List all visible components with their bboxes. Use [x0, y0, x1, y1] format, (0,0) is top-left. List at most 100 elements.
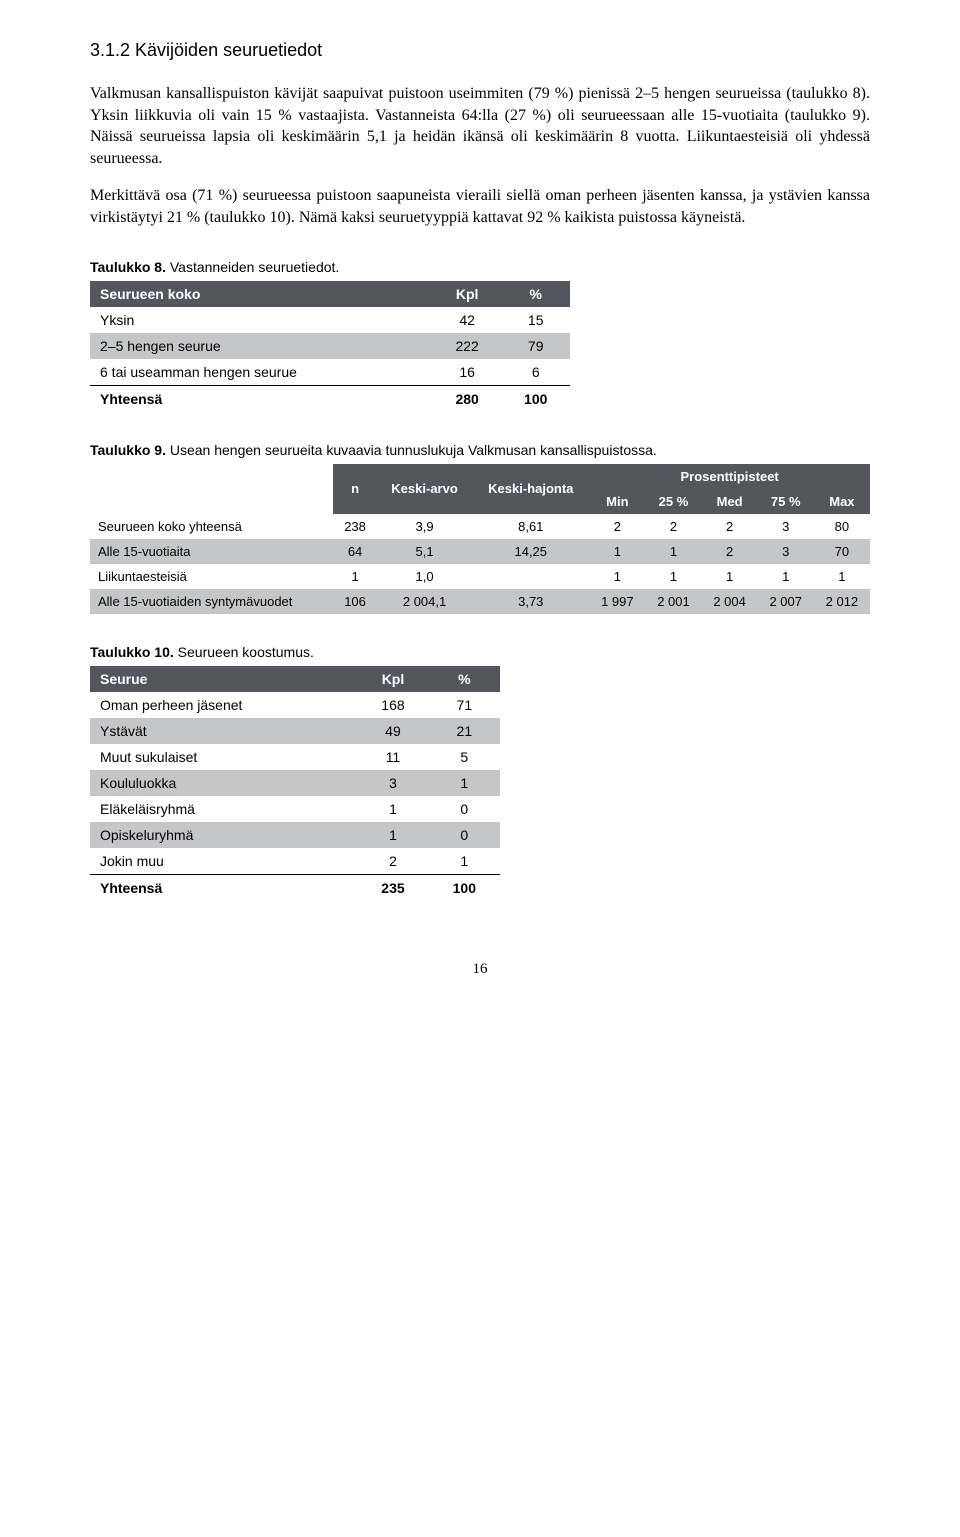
table-cell: 1	[645, 539, 701, 564]
table-row: Alle 15-vuotiaiden syntymävuodet1062 004…	[90, 589, 870, 614]
table-cell: 3,9	[377, 514, 472, 539]
table-cell: 2	[702, 514, 758, 539]
table9-header-prosentti: Prosenttipisteet	[589, 464, 870, 489]
table-cell: 3	[758, 514, 814, 539]
table-cell: 80	[814, 514, 870, 539]
table-cell: 2 001	[645, 589, 701, 614]
table-cell: 2	[702, 539, 758, 564]
table9-body: Seurueen koko yhteensä2383,98,61222380Al…	[90, 514, 870, 614]
table-cell: 2 004,1	[377, 589, 472, 614]
table-cell: 2	[645, 514, 701, 539]
table10-body: Oman perheen jäsenet16871Ystävät4921Muut…	[90, 692, 500, 901]
table9-caption: Taulukko 9. Usean hengen seurueita kuvaa…	[90, 442, 870, 458]
table-cell: Eläkeläisryhmä	[90, 796, 357, 822]
table8: Seurueen koko Kpl % Yksin42152–5 hengen …	[90, 281, 570, 412]
table9-caption-rest: Usean hengen seurueita kuvaavia tunnuslu…	[166, 442, 657, 458]
table-cell: 16	[433, 359, 502, 386]
table-cell: Jokin muu	[90, 848, 357, 875]
table-cell: 71	[429, 692, 500, 718]
table-cell: 1	[429, 848, 500, 875]
table-cell: 1,0	[377, 564, 472, 589]
table8-body: Yksin42152–5 hengen seurue222796 tai use…	[90, 307, 570, 412]
table-cell: 3	[357, 770, 428, 796]
table-cell: 1	[357, 796, 428, 822]
table-cell: Yhteensä	[90, 385, 433, 412]
table-cell: 1	[333, 564, 377, 589]
table-cell: 42	[433, 307, 502, 333]
table-cell: 5	[429, 744, 500, 770]
table9-sub-4: Max	[814, 489, 870, 514]
table-total-row: Yhteensä280100	[90, 385, 570, 412]
table-cell: 1	[589, 539, 645, 564]
table-cell: 1	[429, 770, 500, 796]
table8-caption-rest: Vastanneiden seuruetiedot.	[166, 259, 339, 275]
table-row: Yksin4215	[90, 307, 570, 333]
paragraph-1: Valkmusan kansallispuiston kävijät saapu…	[90, 83, 870, 169]
table-cell: 3	[758, 539, 814, 564]
table-cell: Yhteensä	[90, 874, 357, 901]
table-cell: 2 004	[702, 589, 758, 614]
table-cell: Muut sukulaiset	[90, 744, 357, 770]
table-row: Alle 15-vuotiaita645,114,25112370	[90, 539, 870, 564]
table-row: Opiskeluryhmä10	[90, 822, 500, 848]
table-cell: 1	[702, 564, 758, 589]
table-row: Muut sukulaiset115	[90, 744, 500, 770]
table-cell: 106	[333, 589, 377, 614]
table-cell: 1	[589, 564, 645, 589]
table-cell: 222	[433, 333, 502, 359]
table9-header-keskihajonta: Keski-hajonta	[472, 464, 589, 514]
table-row: Liikuntaesteisiä11,011111	[90, 564, 870, 589]
table-cell: 100	[429, 874, 500, 901]
table-cell: 11	[357, 744, 428, 770]
table-cell: 8,61	[472, 514, 589, 539]
paragraph-2: Merkittävä osa (71 %) seurueessa puistoo…	[90, 185, 870, 228]
table10-header-1: Kpl	[357, 666, 428, 692]
table10-header-0: Seurue	[90, 666, 357, 692]
page-number: 16	[90, 961, 870, 978]
table-cell: 0	[429, 822, 500, 848]
table8-header-2: %	[501, 281, 570, 307]
table8-header-0: Seurueen koko	[90, 281, 433, 307]
table-cell: 14,25	[472, 539, 589, 564]
table-cell: 1	[645, 564, 701, 589]
table-cell: Seurueen koko yhteensä	[90, 514, 333, 539]
table-cell: 2 012	[814, 589, 870, 614]
table-cell: Alle 15-vuotiaiden syntymävuodet	[90, 589, 333, 614]
table-cell: Koululuokka	[90, 770, 357, 796]
table-cell: 1	[758, 564, 814, 589]
table-cell: 100	[501, 385, 570, 412]
table-cell: 6 tai useamman hengen seurue	[90, 359, 433, 386]
table8-header-1: Kpl	[433, 281, 502, 307]
table-cell: Oman perheen jäsenet	[90, 692, 357, 718]
table-row: Jokin muu21	[90, 848, 500, 875]
table-cell: 3,73	[472, 589, 589, 614]
table9-header-keskiarvo: Keski-arvo	[377, 464, 472, 514]
table-cell: 238	[333, 514, 377, 539]
table-row: Koululuokka31	[90, 770, 500, 796]
table-total-row: Yhteensä235100	[90, 874, 500, 901]
table-cell	[472, 564, 589, 589]
table-row: Seurueen koko yhteensä2383,98,61222380	[90, 514, 870, 539]
table-cell: 1	[357, 822, 428, 848]
table8-caption-bold: Taulukko 8.	[90, 259, 166, 275]
table10-caption: Taulukko 10. Seurueen koostumus.	[90, 644, 870, 660]
table-row: 6 tai useamman hengen seurue166	[90, 359, 570, 386]
table-cell: Yksin	[90, 307, 433, 333]
table-cell: Ystävät	[90, 718, 357, 744]
table-cell: 70	[814, 539, 870, 564]
table-cell: 6	[501, 359, 570, 386]
table-cell: 64	[333, 539, 377, 564]
table-cell: 235	[357, 874, 428, 901]
table10: Seurue Kpl % Oman perheen jäsenet16871Ys…	[90, 666, 500, 901]
table9-sub-1: 25 %	[645, 489, 701, 514]
table9-header-n: n	[333, 464, 377, 514]
table-row: Eläkeläisryhmä10	[90, 796, 500, 822]
table9-caption-bold: Taulukko 9.	[90, 442, 166, 458]
table-cell: 1 997	[589, 589, 645, 614]
table-row: Oman perheen jäsenet16871	[90, 692, 500, 718]
table-cell: 49	[357, 718, 428, 744]
table-cell: 0	[429, 796, 500, 822]
table9-blank	[90, 464, 333, 514]
table10-caption-bold: Taulukko 10.	[90, 644, 174, 660]
table9-sub-3: 75 %	[758, 489, 814, 514]
